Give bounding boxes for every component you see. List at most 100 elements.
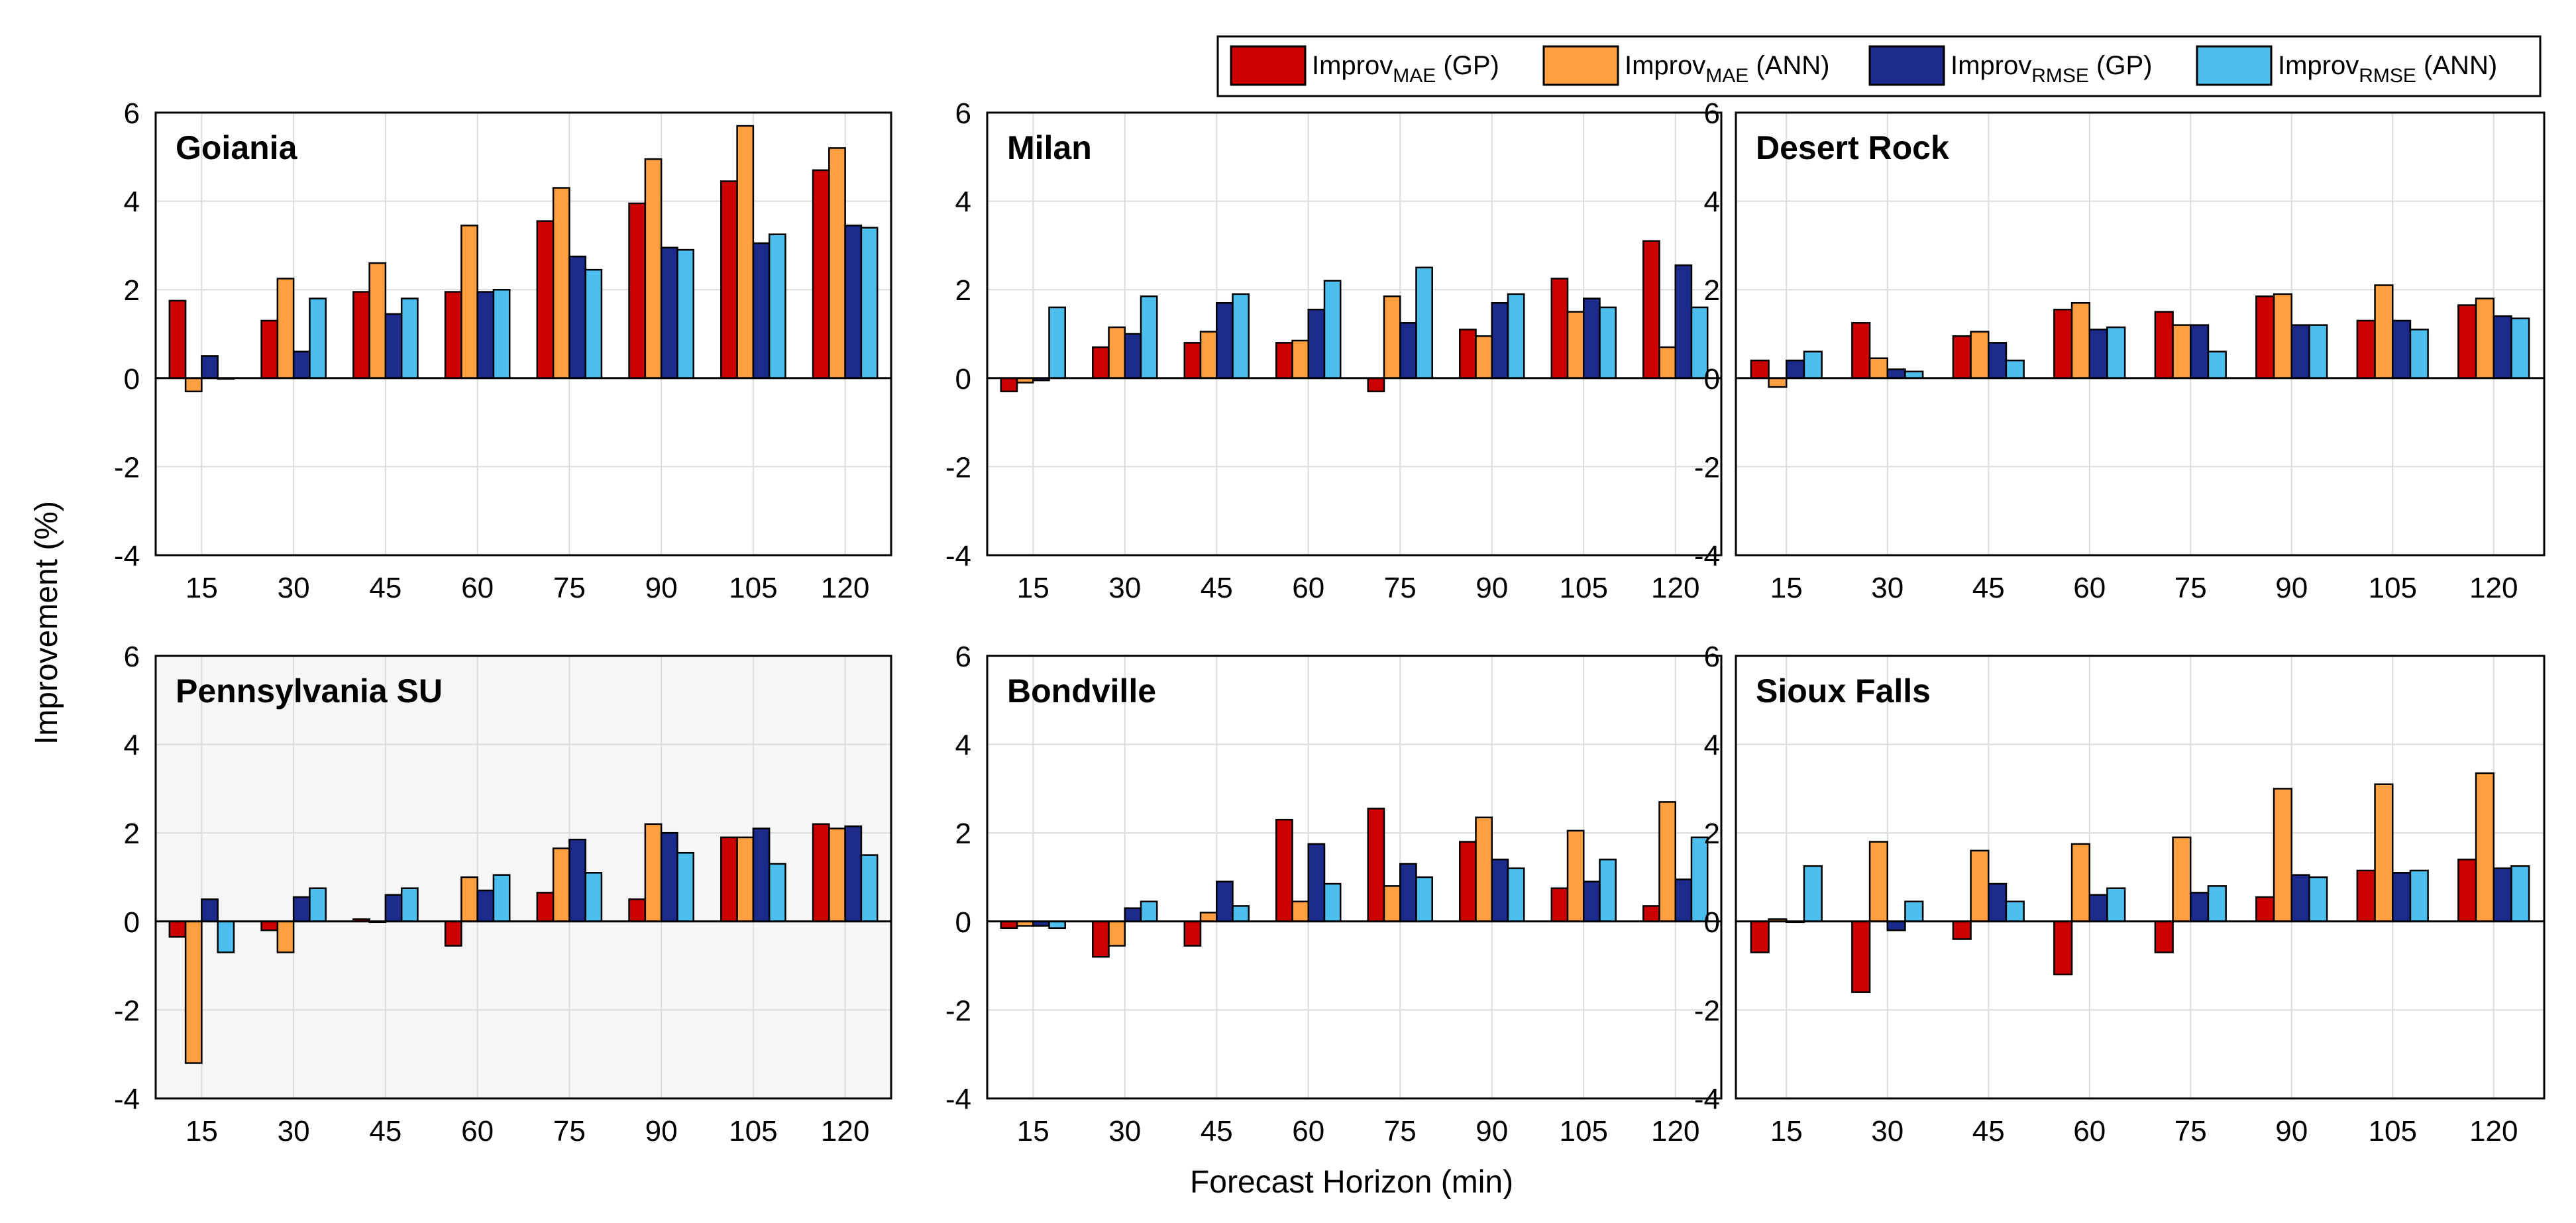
bar (1674, 878, 1693, 923)
bar (720, 180, 738, 380)
bar (536, 220, 555, 380)
bar (1232, 293, 1250, 380)
plot-frame (154, 655, 892, 1100)
bar (1183, 920, 1202, 947)
bar (1323, 280, 1342, 380)
y-tick-label: -4 (114, 1083, 140, 1116)
bar (260, 920, 279, 931)
bar (276, 278, 295, 380)
x-tick-label: 90 (2275, 1115, 2308, 1147)
x-tick-label: 90 (645, 1115, 678, 1147)
y-tick-label: 0 (124, 363, 140, 396)
y-tick-label: -4 (114, 540, 140, 572)
bar (1383, 885, 1401, 923)
bar (2005, 900, 2025, 923)
legend-label: ImprovMAE (GP) (1312, 51, 1499, 87)
bar (828, 147, 846, 380)
x-tick-label: 75 (553, 572, 586, 604)
panel-sioux-falls: -4 -2 0 2 4 6 15 30 45 60 75 90 105 120 Sioux Falls (1694, 641, 2546, 1147)
x-tick-label: 75 (1384, 572, 1417, 604)
y-tick-label: -2 (945, 451, 971, 484)
bar (276, 920, 295, 953)
bar (1988, 342, 2008, 380)
bar (1803, 350, 1823, 380)
bar (2475, 297, 2495, 380)
x-tick-label: 15 (1017, 1115, 1049, 1147)
bar (201, 355, 219, 380)
x-tick-label: 90 (1476, 572, 1508, 604)
x-tick-label: 30 (1108, 572, 1141, 604)
bar (768, 233, 786, 380)
y-tick-label: 4 (955, 186, 971, 219)
bar (1658, 346, 1676, 380)
bar (736, 125, 755, 380)
bar (184, 377, 203, 393)
x-tick-label: 60 (1292, 572, 1324, 604)
bar (1904, 370, 1924, 380)
bar (1674, 264, 1693, 380)
bar (1092, 920, 1110, 958)
bar (2190, 892, 2210, 923)
bar (2088, 894, 2108, 923)
bar (1048, 920, 1066, 930)
y-tick-label: -4 (945, 1083, 971, 1116)
panel-title: Milan (1007, 129, 1092, 166)
x-tick-label: 30 (1871, 572, 1904, 604)
bar (536, 892, 555, 923)
legend-label: ImprovMAE (ANN) (1625, 51, 1829, 87)
bar (2308, 324, 2328, 380)
bar (1000, 920, 1018, 930)
bar (1583, 297, 1601, 380)
bar (1216, 301, 1234, 380)
x-tick-label: 75 (553, 1115, 586, 1147)
bar (1415, 876, 1433, 923)
bar (660, 246, 678, 380)
y-tick-label: -4 (1694, 1083, 1720, 1116)
bar (2493, 867, 2512, 923)
bar (1786, 359, 1805, 380)
bar (2190, 324, 2210, 380)
bar (444, 920, 462, 947)
bar (1690, 836, 1709, 923)
bar (2273, 788, 2292, 923)
panel-title: Pennsylvania SU (176, 672, 443, 710)
bar (584, 268, 603, 380)
y-tick-label: 0 (955, 906, 971, 939)
bar (1323, 882, 1342, 923)
bar (568, 838, 586, 923)
bar (260, 319, 279, 380)
x-tick-label: 75 (1384, 1115, 1417, 1147)
bar (2255, 295, 2275, 380)
bar (1291, 339, 1309, 380)
bar (2374, 284, 2394, 380)
bar (1750, 920, 1770, 953)
y-tick-label: -2 (1694, 994, 1720, 1027)
legend-item: ImprovMAE (GP) (1230, 45, 1499, 87)
bar (1140, 295, 1158, 380)
x-tick-label: 45 (1201, 572, 1233, 604)
bar (1868, 841, 1888, 923)
x-tick-label: 15 (1017, 572, 1049, 604)
bar (1367, 808, 1385, 923)
legend-item: ImprovMAE (ANN) (1542, 45, 1829, 87)
legend-swatch (1542, 45, 1619, 86)
legend-item: ImprovRMSE (ANN) (2196, 45, 2497, 87)
bar (1868, 357, 1888, 380)
bar (2053, 309, 2073, 380)
plot-frame (986, 655, 1723, 1100)
bar (1232, 905, 1250, 923)
bar (2392, 319, 2412, 380)
bar (1183, 342, 1202, 380)
x-tick-label: 60 (461, 1115, 494, 1147)
y-tick-label: -4 (1694, 540, 1720, 572)
bar (492, 874, 511, 923)
y-tick-label: 4 (1704, 186, 1720, 219)
legend-swatch (2196, 45, 2273, 86)
bar (2290, 874, 2310, 923)
bar (1658, 801, 1676, 923)
bar (552, 187, 570, 380)
bar (2457, 304, 2477, 380)
bar (828, 827, 846, 923)
